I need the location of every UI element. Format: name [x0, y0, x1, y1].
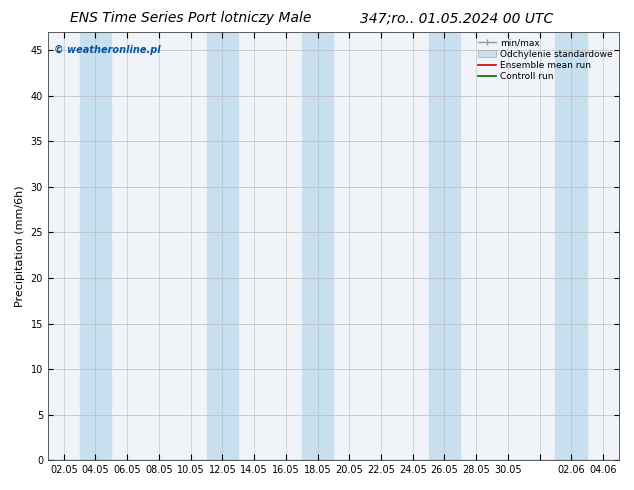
Text: 347;ro.. 01.05.2024 00 UTC: 347;ro.. 01.05.2024 00 UTC — [360, 11, 553, 25]
Legend: min/max, Odchylenie standardowe, Ensemble mean run, Controll run: min/max, Odchylenie standardowe, Ensembl… — [477, 37, 614, 83]
Bar — [555, 32, 587, 460]
Bar — [302, 32, 333, 460]
Text: ENS Time Series Port lotniczy Male: ENS Time Series Port lotniczy Male — [70, 11, 311, 25]
Bar — [80, 32, 112, 460]
Y-axis label: Precipitation (mm/6h): Precipitation (mm/6h) — [15, 185, 25, 307]
Bar — [429, 32, 460, 460]
Bar — [207, 32, 238, 460]
Text: © weatheronline.pl: © weatheronline.pl — [54, 45, 160, 55]
